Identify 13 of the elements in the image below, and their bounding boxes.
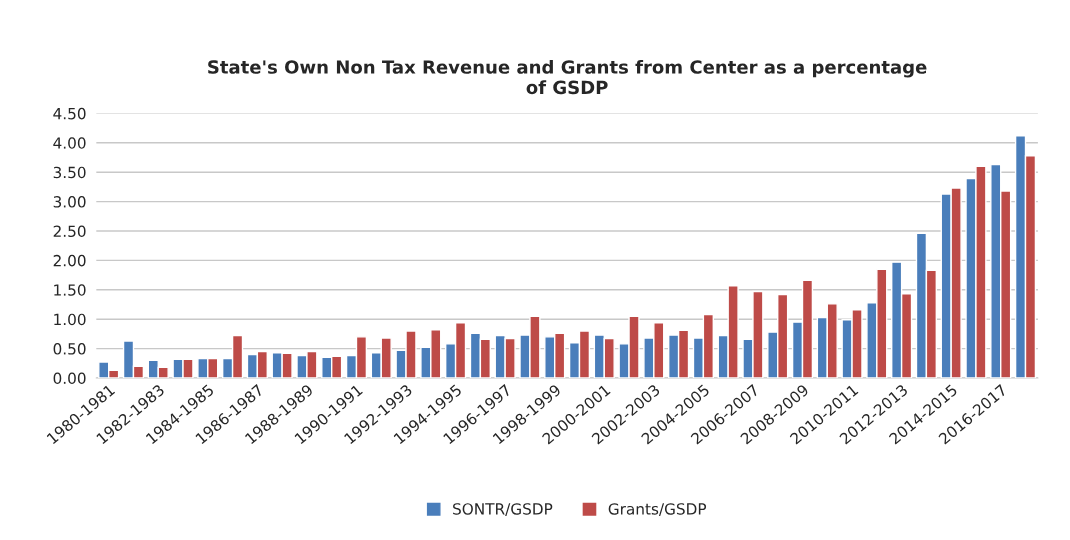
y-tick-label: 0.50: [53, 343, 86, 355]
y-tick-label: 3.00: [53, 196, 86, 208]
legend-label: Grants/GSDP: [608, 503, 707, 516]
y-tick-label: 1.50: [54, 284, 86, 296]
y-tick-label: 3.50: [53, 166, 86, 179]
y-tick-label: 2.50: [53, 225, 86, 238]
y-tick-label: 4.00: [53, 137, 86, 149]
y-tick-label: 1.00: [54, 313, 86, 326]
chart-title: State's Own Non Tax Revenue and Grants from Center as a percentage of GSDP: [208, 59, 927, 95]
y-tick-label: 4.50: [53, 107, 86, 120]
legend-label: SONTR/GSDP: [453, 503, 553, 516]
y-tick-label: 2.00: [53, 254, 86, 267]
y-tick-label: 0.00: [53, 372, 86, 385]
